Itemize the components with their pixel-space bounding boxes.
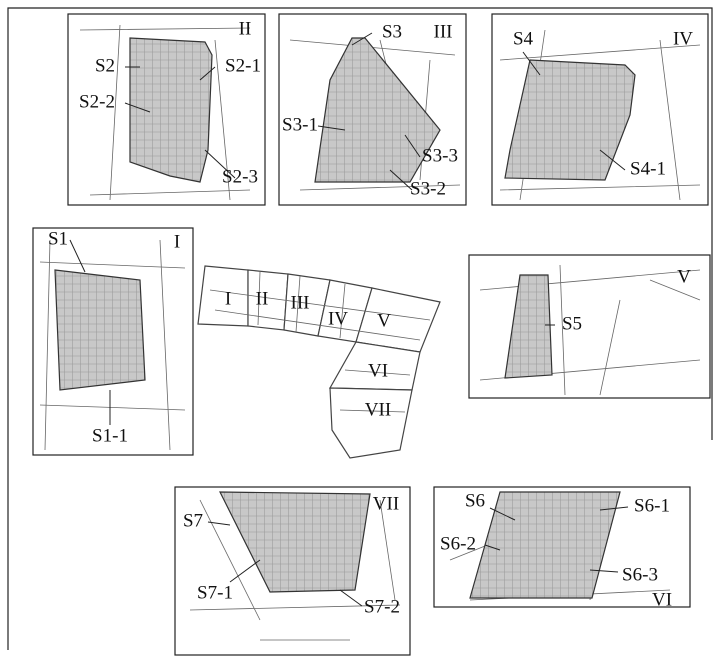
- block-label: S2: [95, 55, 115, 76]
- block-label: S6-3: [622, 564, 658, 585]
- zone-label: IV: [328, 308, 348, 329]
- block-label: S1-1: [92, 425, 128, 446]
- zone-label: I: [225, 288, 231, 309]
- panel-numeral: VI: [652, 589, 672, 610]
- block-label: S3-3: [422, 145, 458, 166]
- panel-numeral: I: [174, 231, 180, 252]
- block-label: S3-2: [410, 178, 446, 199]
- block-area: [55, 270, 145, 390]
- block-label: S3: [382, 21, 402, 42]
- block-label: S2-2: [79, 91, 115, 112]
- panel-numeral: IV: [673, 28, 693, 49]
- figure: II S2 S2-1 S2-2 S2-3 S3 III S3-1 S3-3 S3…: [0, 0, 721, 658]
- block-label: S2-1: [225, 55, 261, 76]
- panel-numeral: II: [239, 18, 252, 39]
- block-label: S4: [513, 28, 534, 49]
- block-label: S7-2: [364, 596, 400, 617]
- block-label: S4-1: [630, 158, 666, 179]
- block-label: S6-2: [440, 533, 476, 554]
- block-label: S1: [48, 228, 68, 249]
- zone-label: V: [377, 310, 391, 331]
- panel-numeral: III: [434, 21, 453, 42]
- overview-map: [198, 266, 440, 458]
- zone-label: VII: [365, 399, 391, 420]
- block-label: S3-1: [282, 114, 318, 135]
- block-area: [130, 38, 212, 182]
- zone-label: II: [256, 288, 269, 309]
- block-label: S5: [562, 313, 582, 334]
- panel-numeral: V: [677, 266, 691, 287]
- block-label: S7-1: [197, 582, 233, 603]
- zone: [198, 266, 248, 326]
- block-label: S6-1: [634, 495, 670, 516]
- zone-label: III: [291, 292, 310, 313]
- block-label: S7: [183, 510, 203, 531]
- block-label: S2-3: [222, 166, 258, 187]
- block-label: S6: [465, 490, 485, 511]
- panel-numeral: VII: [373, 493, 399, 514]
- zone-label: VI: [368, 360, 388, 381]
